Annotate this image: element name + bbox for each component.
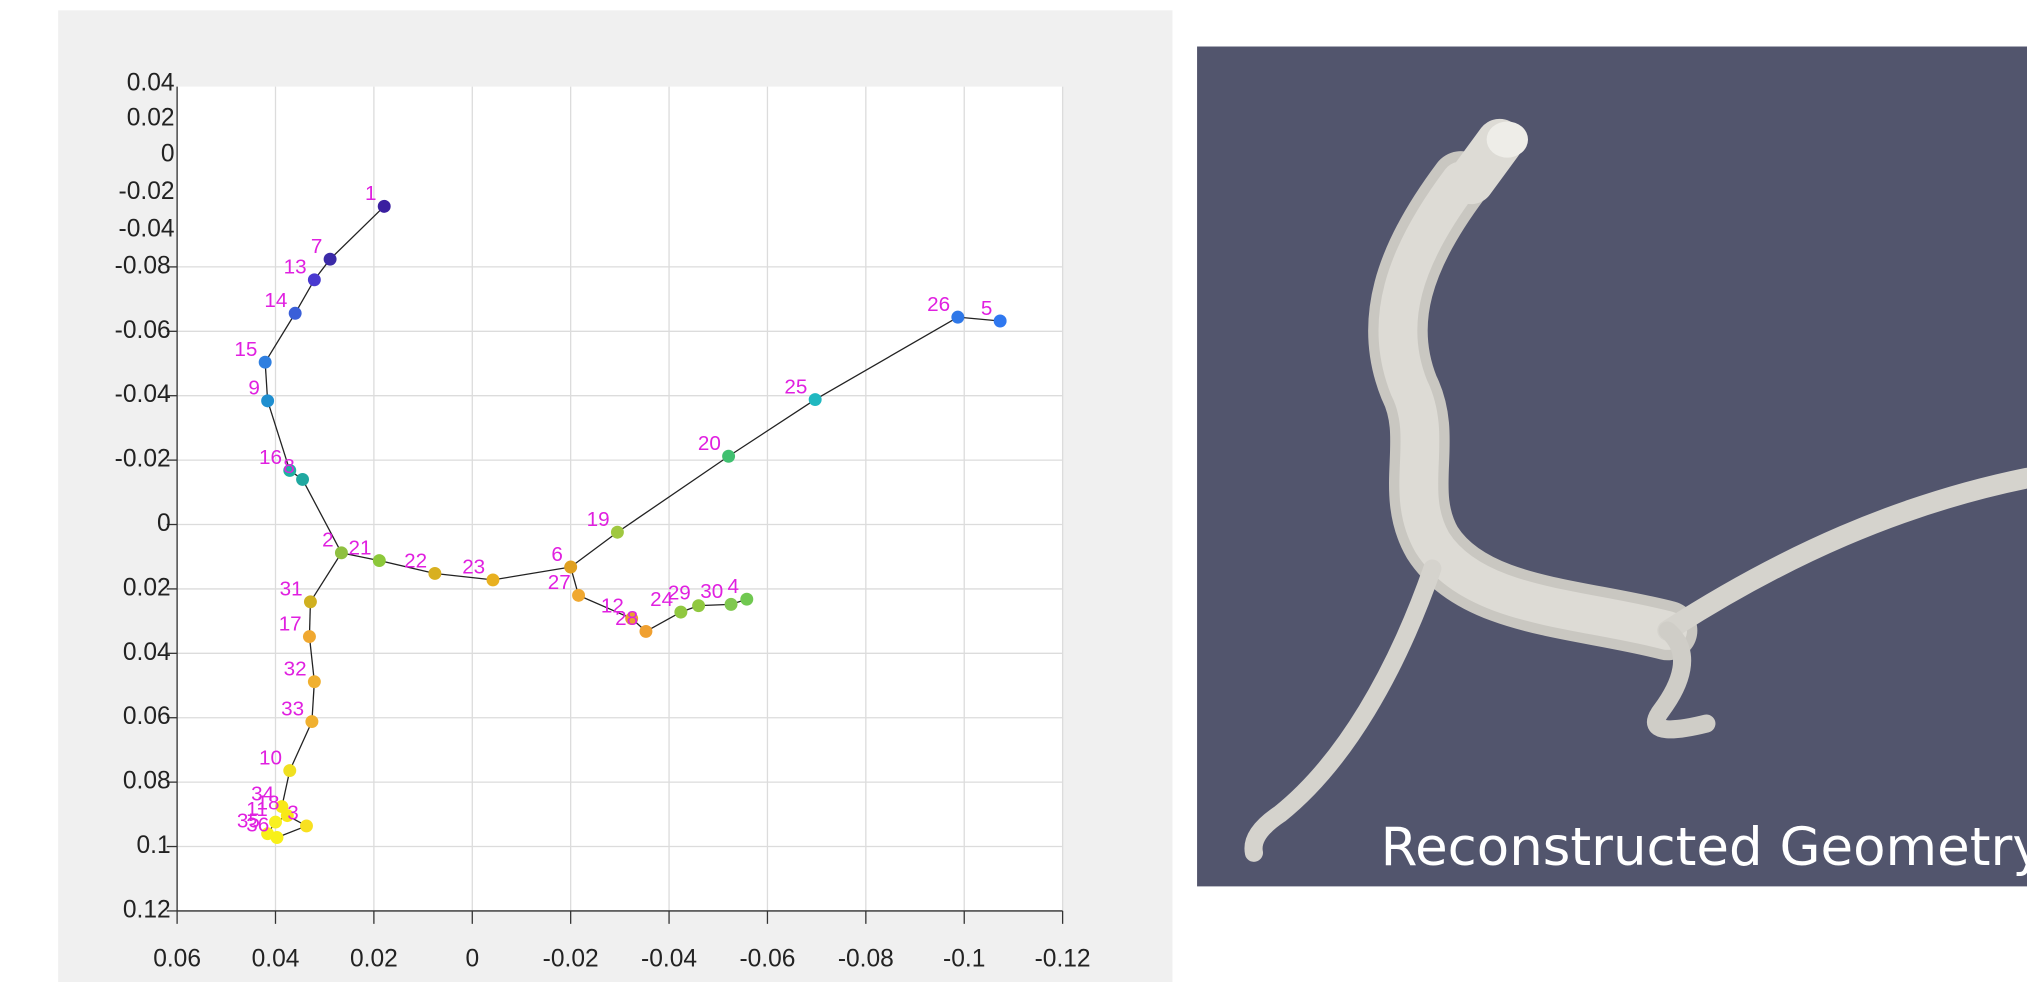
point (269, 816, 282, 829)
point-label: 16 (259, 446, 282, 469)
y-tick-label: 0 (157, 510, 171, 537)
point-label: 3 (287, 802, 299, 825)
overlay-label: 0.04 (127, 69, 175, 96)
point (304, 595, 317, 608)
point (674, 606, 687, 619)
overlay-label: 0 (161, 141, 175, 168)
point (572, 589, 585, 602)
point-label: 30 (700, 580, 723, 603)
y-tick-label: -0.04 (115, 381, 171, 408)
point (296, 473, 309, 486)
x-tick-label: -0.12 (1035, 946, 1091, 973)
x-tick-label: 0 (465, 946, 479, 973)
point (611, 526, 624, 539)
render-panel: Reconstructed Geometry (1197, 47, 2027, 887)
point (300, 819, 313, 832)
point (324, 253, 337, 266)
point-label: 29 (668, 581, 691, 604)
point-label: 8 (283, 455, 295, 478)
point-label: 2 (322, 529, 334, 552)
y-tick-label: 0.1 (137, 832, 171, 859)
vessel-cap (1487, 121, 1528, 157)
plot-area (177, 87, 1063, 911)
point (303, 630, 316, 643)
point (994, 315, 1007, 328)
y-tick-label: 0.02 (123, 574, 171, 601)
x-tick-label: 0.02 (350, 946, 398, 973)
overlay-label: -0.02 (119, 178, 175, 205)
y-tick-label: 0.06 (123, 703, 171, 730)
x-tick-label: -0.06 (739, 946, 795, 973)
point-label: 36 (246, 813, 269, 836)
point (639, 625, 652, 638)
point-label: 27 (548, 571, 571, 594)
point-label: 1 (365, 182, 377, 205)
x-tick-label: -0.08 (838, 946, 894, 973)
overlay-label: -0.04 (119, 215, 175, 242)
y-tick-label: 0.04 (123, 639, 171, 666)
y-tick-label: 0.12 (123, 896, 171, 923)
figure: 1713141591682212223619202526527122824293… (0, 0, 2027, 982)
overlay-label: 0.02 (127, 104, 175, 131)
point-label: 4 (728, 575, 740, 598)
point-label: 22 (404, 549, 427, 572)
point-label: 20 (698, 432, 721, 455)
point-label: 28 (615, 607, 638, 630)
point (809, 393, 822, 406)
point (428, 567, 441, 580)
point-label: 23 (462, 556, 485, 579)
caption: Reconstructed Geometry (1381, 817, 2027, 878)
point (740, 593, 753, 606)
point-label: 32 (284, 657, 307, 680)
y-tick-label: -0.08 (115, 252, 171, 279)
point (951, 311, 964, 324)
point-label: 31 (280, 578, 303, 601)
point (335, 546, 348, 559)
point (486, 573, 499, 586)
point-label: 5 (981, 297, 993, 320)
x-tick-label: -0.02 (543, 946, 599, 973)
point-label: 10 (259, 746, 282, 769)
page: {"chart_data": {"type": "scatter", "labe… (0, 0, 2027, 982)
x-tick-label: -0.1 (943, 946, 985, 973)
point (725, 598, 738, 611)
point-label: 7 (311, 235, 323, 258)
point-label: 26 (927, 293, 950, 316)
x-tick-label: 0.06 (153, 946, 201, 973)
point (271, 831, 284, 844)
point-label: 21 (349, 536, 372, 559)
point (308, 675, 321, 688)
y-tick-label: -0.06 (115, 317, 171, 344)
y-tick-label: -0.02 (115, 446, 171, 473)
point-label: 14 (264, 289, 287, 312)
point-label: 9 (248, 377, 260, 400)
point-label: 15 (234, 338, 257, 361)
x-tick-label: -0.04 (641, 946, 697, 973)
y-tick-label: 0.08 (123, 768, 171, 795)
point (283, 764, 296, 777)
x-tick-label: 0.04 (252, 946, 300, 973)
point (722, 450, 735, 463)
point (373, 554, 386, 567)
point (289, 307, 302, 320)
point-label: 25 (784, 375, 807, 398)
point (378, 200, 391, 213)
point (259, 356, 272, 369)
point (261, 394, 274, 407)
point-label: 33 (281, 697, 304, 720)
point-label: 17 (279, 612, 302, 635)
point-label: 13 (284, 256, 307, 279)
point-label: 19 (587, 508, 610, 531)
point (308, 273, 321, 286)
point (305, 715, 318, 728)
point-label: 6 (551, 543, 563, 566)
